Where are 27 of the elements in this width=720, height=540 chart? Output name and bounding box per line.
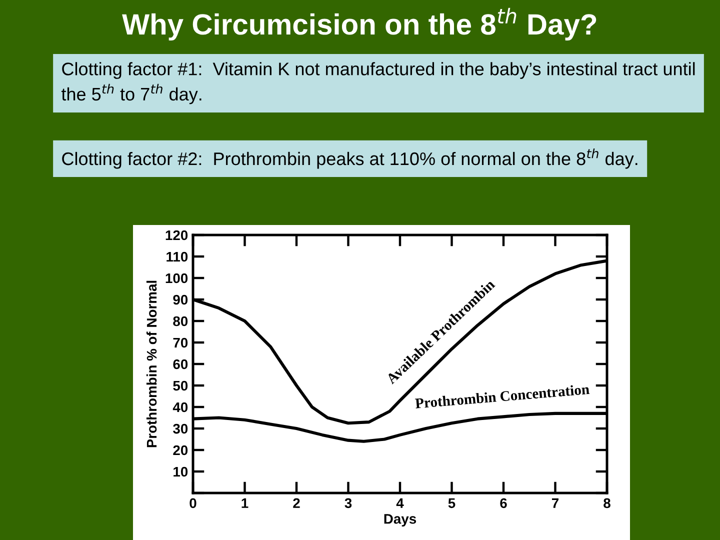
y-tick-label: 110 — [166, 252, 188, 262]
text: Clotting factor #2: Prothrombin peaks at 110% of normal on the 8$^{th}$ day. — [62, 148, 638, 169]
y-tick-label: 20 — [173, 445, 188, 456]
y-tick-label: 10 — [174, 466, 188, 477]
y-tick-label: 40 — [172, 402, 188, 412]
x-tick-label: 3 — [344, 498, 352, 508]
x-tick-label: 5 — [448, 498, 456, 508]
x-tick-label: 2 — [293, 498, 300, 508]
y-axis-title: Prothrombin % of Normal — [146, 280, 157, 448]
text: Clotting factor #1: Vitamin K not manufactured in the baby’s intestinal tract until the 5$^{th}$ to 7$^{th}$ day. — [61, 62, 695, 104]
y-tick-label: 70 — [173, 338, 188, 348]
x-tick-label: 4 — [396, 498, 404, 508]
x-axis-title: Days — [384, 514, 416, 527]
x-tick-label: 8 — [604, 498, 610, 508]
x-tick-label: 0 — [190, 498, 196, 508]
y-tick-label: 60 — [173, 359, 188, 370]
y-tick-label: 30 — [173, 424, 188, 434]
x-tick-label: 6 — [500, 498, 507, 508]
y-tick-label: 100 — [166, 273, 188, 284]
y-tick-label: 120 — [166, 230, 188, 240]
x-tick-label: 1 — [242, 498, 248, 508]
x-tick-label: 7 — [552, 498, 558, 508]
legend-label: Prothrombin Concentration — [414, 384, 590, 408]
chart-title: Why Circumcision on the 8$^{th}$ Day? — [122, 8, 596, 41]
y-tick-label: 80 — [173, 316, 188, 326]
y-tick-label: 50 — [173, 380, 188, 391]
y-tick-label: 90 — [173, 294, 188, 305]
